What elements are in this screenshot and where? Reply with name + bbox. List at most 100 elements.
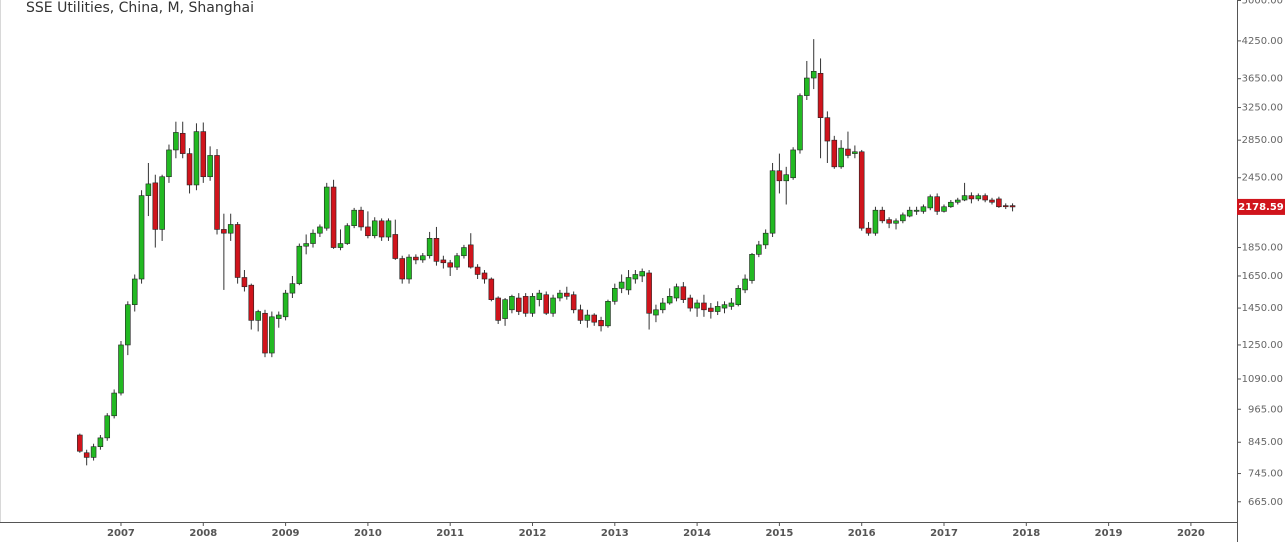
candle-body bbox=[502, 299, 508, 319]
candle-body bbox=[639, 271, 645, 277]
y-tick-label: 2850.00 bbox=[1242, 135, 1283, 146]
candle-body bbox=[413, 256, 419, 261]
candle-body bbox=[440, 259, 447, 264]
candle-body bbox=[961, 195, 968, 201]
x-tick-label: 2009 bbox=[272, 528, 300, 539]
candle-body bbox=[577, 309, 584, 321]
candle-body bbox=[481, 272, 488, 280]
candle-body bbox=[680, 286, 687, 300]
candle-body bbox=[735, 288, 742, 305]
candle-body bbox=[550, 297, 556, 314]
candle-body bbox=[454, 255, 460, 268]
candle-body bbox=[433, 238, 440, 262]
candle-body bbox=[378, 220, 385, 238]
candle-body bbox=[296, 245, 303, 284]
candle-body bbox=[77, 434, 83, 452]
x-tick-label: 2012 bbox=[519, 528, 547, 539]
candle-body bbox=[522, 296, 529, 314]
candle-body bbox=[262, 312, 268, 354]
candle-body bbox=[420, 255, 426, 261]
candle-body bbox=[255, 311, 261, 321]
candle-body bbox=[975, 195, 982, 200]
candle-body bbox=[714, 306, 721, 312]
candle-body bbox=[598, 320, 604, 327]
candle-body bbox=[783, 174, 790, 182]
candle-body bbox=[488, 278, 495, 300]
candle-body bbox=[701, 302, 707, 311]
candle-body bbox=[323, 186, 330, 229]
candle-body bbox=[1009, 205, 1016, 208]
candle-body bbox=[111, 392, 117, 417]
candle-body bbox=[474, 266, 481, 275]
candle-body bbox=[913, 209, 920, 212]
candle-body bbox=[591, 314, 597, 323]
candle-body bbox=[797, 95, 803, 151]
candle-body bbox=[221, 229, 227, 234]
y-tick-label: 845.00 bbox=[1248, 437, 1283, 448]
candle-body bbox=[214, 155, 220, 230]
candle-body bbox=[447, 262, 453, 268]
y-tick-label: 4250.00 bbox=[1242, 36, 1283, 47]
candle-body bbox=[694, 302, 700, 309]
x-tick-label: 2010 bbox=[354, 528, 382, 539]
candle-body bbox=[536, 292, 543, 300]
candle-body bbox=[509, 296, 515, 311]
candle-body bbox=[152, 182, 159, 230]
candle-body bbox=[317, 226, 323, 234]
candle-body bbox=[337, 243, 344, 248]
candle-body bbox=[824, 117, 831, 142]
y-tick-label: 1090.00 bbox=[1242, 374, 1283, 385]
last-price-label: 2178.59 bbox=[1238, 202, 1284, 213]
candle-body bbox=[742, 278, 748, 291]
candle-body bbox=[159, 176, 165, 230]
candle-body bbox=[865, 227, 872, 234]
candle-body bbox=[721, 304, 728, 309]
candle-body bbox=[97, 437, 104, 447]
candle-body bbox=[365, 226, 371, 237]
candle-body bbox=[200, 131, 207, 178]
candle-body bbox=[269, 316, 275, 354]
candle-body bbox=[310, 232, 316, 244]
candle-body bbox=[954, 199, 961, 203]
candle-body bbox=[646, 272, 652, 314]
candle-body bbox=[330, 186, 337, 248]
candle-body bbox=[872, 209, 879, 234]
candle-body bbox=[660, 302, 666, 311]
candle-body bbox=[564, 292, 570, 297]
candle-body bbox=[138, 195, 145, 280]
y-tick-label: 665.00 bbox=[1248, 497, 1283, 508]
candle-body bbox=[186, 153, 193, 186]
candle-body bbox=[515, 297, 522, 312]
last-price-box bbox=[1237, 198, 1285, 215]
candle-body bbox=[83, 452, 90, 458]
x-tick-label: 2013 bbox=[601, 528, 629, 539]
y-tick-label: 3250.00 bbox=[1242, 103, 1283, 114]
candle-body bbox=[728, 302, 735, 307]
candle-body bbox=[406, 256, 412, 280]
candle-body bbox=[529, 296, 536, 314]
candle-body bbox=[941, 206, 947, 212]
candle-body bbox=[625, 277, 632, 291]
candle-body bbox=[179, 132, 186, 154]
x-tick-label: 2011 bbox=[436, 528, 464, 539]
candle-body bbox=[762, 232, 769, 246]
candle-body bbox=[893, 220, 899, 224]
candle-body bbox=[934, 196, 940, 212]
y-tick-label: 1450.00 bbox=[1242, 303, 1283, 314]
candle-body bbox=[817, 73, 824, 118]
candle-body bbox=[852, 151, 858, 154]
candle-body bbox=[351, 209, 357, 226]
y-tick-label: 2450.00 bbox=[1242, 173, 1283, 184]
candle-body bbox=[207, 155, 213, 178]
candle-body bbox=[371, 220, 378, 237]
candle-body bbox=[790, 149, 796, 179]
candle-body bbox=[584, 314, 591, 321]
x-tick-label: 2007 bbox=[107, 528, 135, 539]
candle-body bbox=[193, 131, 200, 186]
candle-body bbox=[173, 132, 179, 151]
candle-body bbox=[227, 224, 234, 234]
candle-body bbox=[145, 183, 152, 196]
y-tick-label: 745.00 bbox=[1248, 469, 1283, 480]
candle-body bbox=[234, 224, 241, 278]
